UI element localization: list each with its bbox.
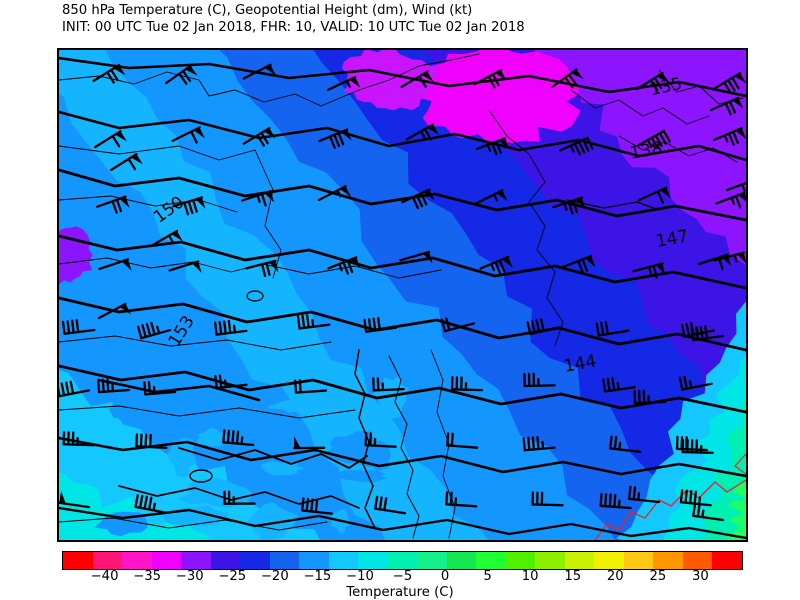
colorbar bbox=[62, 551, 743, 570]
map-plot-area: 135 138 147 150 153 144 bbox=[57, 48, 748, 542]
colorbar-tick-label: −20 bbox=[260, 569, 289, 584]
figure-title-line-1: 850 hPa Temperature (C), Geopotential He… bbox=[62, 3, 473, 18]
colorbar-cell bbox=[181, 552, 211, 569]
colorbar-tick-label: −30 bbox=[175, 569, 204, 584]
colorbar-tick-label: −10 bbox=[346, 569, 374, 584]
colorbar-cell bbox=[240, 552, 270, 569]
colorbar-tick-label: 30 bbox=[692, 569, 709, 584]
colorbar-tick-label: 20 bbox=[606, 569, 624, 584]
colorbar-cell bbox=[417, 552, 447, 569]
colorbar-cell bbox=[653, 552, 683, 569]
colorbar-cell bbox=[535, 552, 565, 569]
colorbar-cell bbox=[269, 552, 300, 569]
colorbar-cell bbox=[712, 552, 742, 569]
colorbar-cell bbox=[387, 552, 418, 569]
colorbar-cell bbox=[623, 552, 654, 569]
colorbar-tick-label: 25 bbox=[649, 569, 667, 584]
colorbar-axis-label: Temperature (C) bbox=[346, 585, 454, 600]
colorbar-cell bbox=[151, 552, 182, 569]
colorbar-cell bbox=[92, 552, 123, 569]
figure-title-line-2: INIT: 00 UTC Tue 02 Jan 2018, FHR: 10, V… bbox=[62, 19, 525, 35]
colorbar-cell bbox=[564, 552, 595, 569]
colorbar-tick-label: 15 bbox=[564, 569, 582, 584]
colorbar-cell bbox=[358, 552, 388, 569]
colorbar-tick-label: 0 bbox=[440, 569, 450, 584]
colorbar-cell bbox=[446, 552, 477, 569]
colorbar-cell bbox=[122, 552, 152, 569]
figure-title-block: 850 hPa Temperature (C), Geopotential He… bbox=[62, 3, 762, 36]
colorbar-cell bbox=[63, 552, 93, 569]
colorbar-tick-label: −15 bbox=[303, 569, 332, 584]
colorbar-tick-label: 5 bbox=[483, 569, 492, 584]
colorbar-cell bbox=[505, 552, 536, 569]
colorbar-cell bbox=[210, 552, 241, 569]
colorbar-cell bbox=[299, 552, 329, 569]
colorbar-cell bbox=[682, 552, 713, 569]
colorbar-tick-label: 10 bbox=[521, 569, 539, 584]
colorbar-tick-labels: −40 −35 −30 −25 −20 −15 −10 −5 0 5 10 15 20 25 30 bbox=[62, 569, 743, 586]
colorbar-tick-label: −40 bbox=[90, 569, 119, 584]
colorbar-cell bbox=[328, 552, 359, 569]
colorbar-cell bbox=[476, 552, 506, 569]
colorbar-tick-label: −5 bbox=[392, 569, 413, 584]
colorbar-tick-label: −35 bbox=[133, 569, 162, 584]
colorbar-cell bbox=[594, 552, 624, 569]
colorbar-tick-label: −25 bbox=[218, 569, 247, 584]
